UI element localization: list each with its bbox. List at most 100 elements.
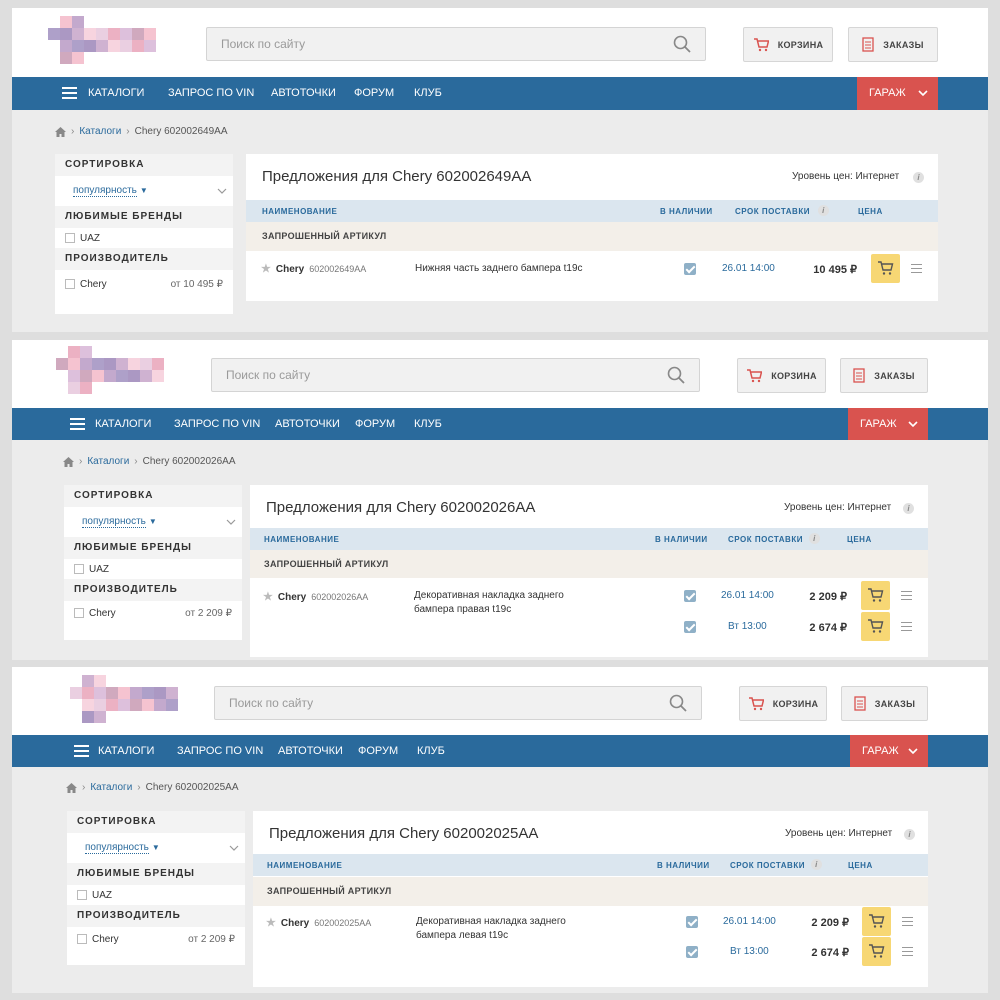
info-icon[interactable]: i xyxy=(818,205,829,216)
site-logo[interactable] xyxy=(70,675,188,725)
col-price[interactable]: ЦЕНА xyxy=(858,207,883,216)
item-article: 602002649AA xyxy=(309,264,367,274)
cart-button[interactable]: КОРЗИНА xyxy=(739,686,827,721)
chevron-down-icon[interactable] xyxy=(217,186,227,196)
info-icon[interactable]: i xyxy=(913,172,924,183)
menu-icon[interactable] xyxy=(902,947,913,956)
maker-filter[interactable]: Chery от 2 209 ₽ xyxy=(67,929,245,949)
sort-select[interactable]: популярность ▼ xyxy=(67,833,245,863)
breadcrumb-catalogs[interactable]: Каталоги xyxy=(87,456,130,467)
hamburger-icon[interactable] xyxy=(74,745,89,758)
nav-catalogs[interactable]: КАТАЛОГИ xyxy=(88,87,145,99)
cart-button[interactable]: КОРЗИНА xyxy=(743,27,833,62)
nav-club[interactable]: КЛУБ xyxy=(414,87,442,99)
sort-value[interactable]: популярность xyxy=(82,516,146,528)
cart-button[interactable]: КОРЗИНА xyxy=(737,358,826,393)
garage-button[interactable]: ГАРАЖ xyxy=(850,735,928,767)
logo-pixel xyxy=(116,358,128,370)
nav-forum[interactable]: ФОРУМ xyxy=(358,745,399,757)
checkbox[interactable] xyxy=(77,890,87,900)
sort-value[interactable]: популярность xyxy=(85,842,149,854)
offers-panel: Предложения для Chery 602002649AA Уровен… xyxy=(246,154,938,301)
menu-icon[interactable] xyxy=(902,917,913,926)
col-delivery[interactable]: СРОК ПОСТАВКИ xyxy=(730,861,805,870)
add-to-cart-button[interactable] xyxy=(861,612,890,641)
garage-button[interactable]: ГАРАЖ xyxy=(857,77,938,110)
chevron-down-icon[interactable] xyxy=(226,517,236,527)
menu-icon[interactable] xyxy=(901,591,912,600)
search-input[interactable] xyxy=(207,28,647,60)
col-price[interactable]: ЦЕНА xyxy=(847,535,872,544)
search-input[interactable] xyxy=(212,359,652,391)
home-icon[interactable] xyxy=(66,782,77,793)
checkbox[interactable] xyxy=(65,233,75,243)
search-icon[interactable] xyxy=(667,366,685,384)
logo-pixel xyxy=(130,699,142,711)
brand-filter[interactable]: UAZ xyxy=(55,228,233,248)
sort-value[interactable]: популярность xyxy=(73,185,137,197)
item-brand[interactable]: ★ Chery 602002026AA xyxy=(263,591,369,603)
garage-button[interactable]: ГАРАЖ xyxy=(848,408,928,440)
home-icon[interactable] xyxy=(55,126,66,137)
add-to-cart-button[interactable] xyxy=(861,581,890,610)
nav-vin-request[interactable]: ЗАПРОС ПО VIN xyxy=(174,418,261,430)
search-icon[interactable] xyxy=(669,694,687,712)
home-icon[interactable] xyxy=(63,456,74,467)
orders-button[interactable]: ЗАКАЗЫ xyxy=(840,358,928,393)
nav-autopoints[interactable]: АВТОТОЧКИ xyxy=(278,745,343,757)
star-icon[interactable]: ★ xyxy=(266,917,276,929)
logo-pixel xyxy=(48,28,60,40)
col-price[interactable]: ЦЕНА xyxy=(848,861,873,870)
chevron-down-icon[interactable] xyxy=(229,843,239,853)
checkbox[interactable] xyxy=(77,934,87,944)
nav-vin-request[interactable]: ЗАПРОС ПО VIN xyxy=(177,745,264,757)
search-box[interactable] xyxy=(214,686,702,720)
breadcrumb-catalogs[interactable]: Каталоги xyxy=(90,782,133,793)
nav-forum[interactable]: ФОРУМ xyxy=(354,87,395,99)
nav-autopoints[interactable]: АВТОТОЧКИ xyxy=(271,87,336,99)
star-icon[interactable]: ★ xyxy=(263,591,273,603)
maker-filter[interactable]: Chery от 2 209 ₽ xyxy=(64,603,242,623)
add-to-cart-button[interactable] xyxy=(862,937,891,966)
search-box[interactable] xyxy=(206,27,706,61)
menu-icon[interactable] xyxy=(901,622,912,631)
nav-catalogs[interactable]: КАТАЛОГИ xyxy=(95,418,152,430)
search-icon[interactable] xyxy=(673,35,691,53)
brand-filter[interactable]: UAZ xyxy=(67,885,245,905)
checkbox[interactable] xyxy=(74,564,84,574)
maker-filter[interactable]: Chery от 10 495 ₽ xyxy=(55,274,233,294)
info-icon[interactable]: i xyxy=(904,829,915,840)
nav-catalogs[interactable]: КАТАЛОГИ xyxy=(98,745,155,757)
col-delivery[interactable]: СРОК ПОСТАВКИ xyxy=(728,535,803,544)
add-to-cart-button[interactable] xyxy=(871,254,900,283)
item-brand[interactable]: ★ Chery 602002025AA xyxy=(266,917,372,929)
nav-forum[interactable]: ФОРУМ xyxy=(355,418,396,430)
nav-autopoints[interactable]: АВТОТОЧКИ xyxy=(275,418,340,430)
nav-vin-request[interactable]: ЗАПРОС ПО VIN xyxy=(168,87,255,99)
col-delivery[interactable]: СРОК ПОСТАВКИ xyxy=(735,207,810,216)
orders-button[interactable]: ЗАКАЗЫ xyxy=(841,686,928,721)
item-brand[interactable]: ★ Chery 602002649AA xyxy=(261,263,367,275)
brand-filter[interactable]: UAZ xyxy=(64,559,242,579)
hamburger-icon[interactable] xyxy=(70,418,85,431)
sort-select[interactable]: популярность ▼ xyxy=(55,176,233,206)
info-icon[interactable]: i xyxy=(811,859,822,870)
nav-club[interactable]: КЛУБ xyxy=(414,418,442,430)
search-box[interactable] xyxy=(211,358,700,392)
site-logo[interactable] xyxy=(48,16,166,66)
orders-icon xyxy=(854,696,866,711)
search-input[interactable] xyxy=(215,687,655,719)
star-icon[interactable]: ★ xyxy=(261,263,271,275)
nav-club[interactable]: КЛУБ xyxy=(417,745,445,757)
add-to-cart-button[interactable] xyxy=(862,907,891,936)
sort-select[interactable]: популярность ▼ xyxy=(64,507,242,537)
checkbox[interactable] xyxy=(74,608,84,618)
info-icon[interactable]: i xyxy=(809,533,820,544)
checkbox[interactable] xyxy=(65,279,75,289)
hamburger-icon[interactable] xyxy=(62,87,77,100)
menu-icon[interactable] xyxy=(911,264,922,273)
site-logo[interactable] xyxy=(56,346,174,396)
breadcrumb-catalogs[interactable]: Каталоги xyxy=(79,126,122,137)
orders-button[interactable]: ЗАКАЗЫ xyxy=(848,27,938,62)
info-icon[interactable]: i xyxy=(903,503,914,514)
